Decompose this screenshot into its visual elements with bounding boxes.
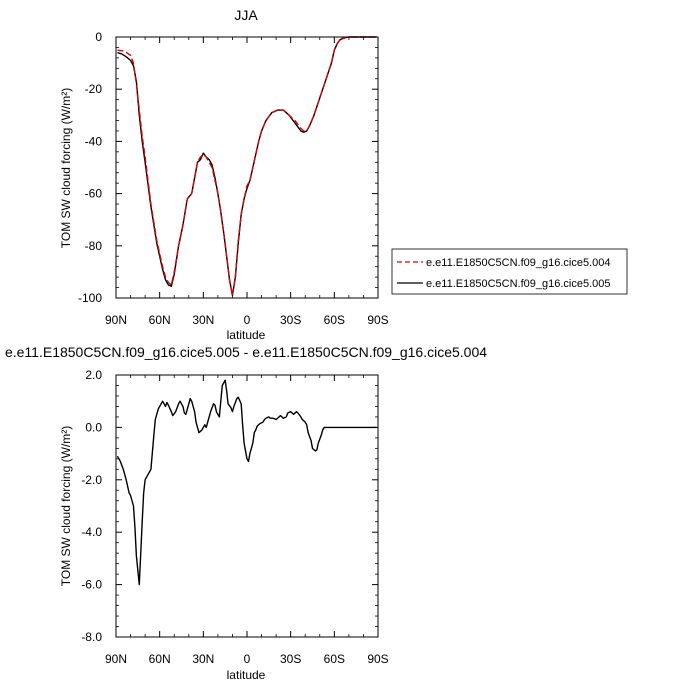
bottom-y-axis-title: TOM SW cloud forcing (W/m²) (59, 426, 73, 586)
top-y-tick-label: -60 (85, 187, 103, 201)
top-series-line-1 (117, 36, 377, 297)
bottom-x-tick-label: 60N (149, 652, 171, 666)
top-x-tick-label: 60N (149, 313, 171, 327)
bottom-x-tick-label: 90S (367, 652, 388, 666)
bottom-series-line-0 (116, 379, 377, 586)
bottom-y-tick-label: -2.0 (81, 473, 102, 487)
bottom-chart-title: e.e11.E1850C5CN.f09_g16.cice5.005 - e.e1… (5, 344, 487, 360)
top-x-tick-label: 30S (280, 313, 301, 327)
panel-bottom: e.e11.E1850C5CN.f09_g16.cice5.005 - e.e1… (5, 344, 487, 682)
legend: e.e11.E1850C5CN.f09_g16.cice5.004 e.e11.… (391, 248, 628, 295)
top-series-line-0 (117, 36, 377, 297)
top-series-group (117, 36, 377, 297)
bottom-x-tick-label: 90N (105, 652, 127, 666)
top-y-tick-label: -40 (85, 134, 103, 148)
top-axis-ticks: 90N 60N 30N 0 30S 60S 90S 0 -20 -40 -60 -80 -100 (78, 30, 389, 327)
bottom-x-tick-label: 0 (244, 652, 251, 666)
bottom-y-tick-label: 2.0 (85, 368, 102, 382)
bottom-y-tick-label: -6.0 (81, 578, 102, 592)
bottom-x-axis-title: latitude (227, 668, 266, 682)
top-x-axis-title: latitude (227, 328, 266, 342)
top-x-tick-label: 30N (192, 313, 214, 327)
bottom-x-tick-label: 60S (324, 652, 345, 666)
legend-box (391, 248, 628, 295)
bottom-y-tick-label: 0.0 (85, 420, 102, 434)
top-chart-title: JJA (234, 7, 258, 23)
bottom-series-group (116, 379, 377, 586)
top-x-tick-label: 0 (244, 313, 251, 327)
top-x-tick-label: 60S (324, 313, 345, 327)
top-x-tick-label: 90N (105, 313, 127, 327)
bottom-y-tick-label: -8.0 (81, 630, 102, 644)
top-y-tick-label: -20 (85, 82, 103, 96)
bottom-x-tick-label: 30N (192, 652, 214, 666)
top-y-axis-title: TOM SW cloud forcing (W/m²) (59, 88, 73, 248)
bottom-axis-ticks: 90N 60N 30N 0 30S 60S 90S 2.0 0.0 -2.0 -4.0 -6.0 -8.… (81, 368, 388, 666)
bottom-plot-frame (115, 374, 379, 638)
top-y-tick-label: -100 (78, 291, 102, 305)
bottom-y-tick-label: -4.0 (81, 525, 102, 539)
top-y-tick-label: -80 (85, 239, 103, 253)
panel-top: JJA 90N 60N 30N 0 30S 60S 90S 0 -20 -40 -60 -80 -100… (59, 7, 389, 342)
top-y-tick-label: 0 (95, 30, 102, 44)
top-x-tick-label: 90S (367, 313, 388, 327)
legend-label-005: e.e11.E1850C5CN.f09_g16.cice5.005 (426, 278, 611, 290)
legend-label-004: e.e11.E1850C5CN.f09_g16.cice5.004 (426, 257, 611, 269)
top-plot-frame (115, 36, 379, 299)
bottom-x-tick-label: 30S (280, 652, 301, 666)
